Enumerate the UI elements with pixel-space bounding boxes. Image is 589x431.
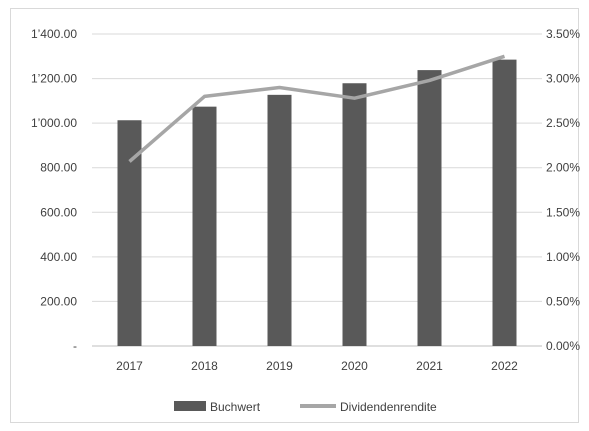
- left-tick-label: -: [73, 339, 77, 353]
- bar-buchwert-2020: [342, 83, 367, 346]
- bar-buchwert-2017: [117, 120, 142, 346]
- right-tick-label: 3.50%: [546, 27, 580, 41]
- right-tick-label: 1.50%: [546, 205, 580, 219]
- bar-buchwert-2022: [492, 59, 517, 346]
- x-axis-ticks: 2017 2018 2019 2020 2021 2022: [116, 359, 518, 373]
- x-tick-label: 2022: [491, 359, 518, 373]
- right-axis-ticks: 0.00% 0.50% 1.00% 1.50% 2.00% 2.50% 3.00% 3.50%: [546, 27, 580, 353]
- x-tick-label: 2018: [191, 359, 218, 373]
- left-tick-label: 200.00: [40, 294, 77, 308]
- right-tick-label: 2.50%: [546, 116, 580, 130]
- x-tick-label: 2019: [266, 359, 293, 373]
- bar-series-buchwert: [117, 59, 517, 347]
- left-tick-label: 600.00: [40, 205, 77, 219]
- left-axis-ticks: - 200.00 400.00 600.00 800.00 1’000.00 1’200.0…: [31, 27, 77, 353]
- left-tick-label: 1’200.00: [31, 72, 77, 86]
- x-tick-label: 2020: [341, 359, 368, 373]
- bar-buchwert-2019: [267, 94, 292, 346]
- legend-swatch-buchwert: [174, 401, 206, 411]
- right-tick-label: 0.00%: [546, 339, 580, 353]
- right-tick-label: 2.00%: [546, 161, 580, 175]
- left-tick-label: 800.00: [40, 161, 77, 175]
- x-tick-label: 2021: [416, 359, 443, 373]
- line-series-dividendenrendite: [128, 54, 506, 163]
- bar-buchwert-2018: [192, 106, 217, 346]
- legend: Buchwert Dividendenrendite: [174, 400, 437, 414]
- gridlines: [92, 33, 542, 347]
- right-tick-label: 3.00%: [546, 72, 580, 86]
- right-tick-label: 0.50%: [546, 294, 580, 308]
- legend-label-buchwert: Buchwert: [210, 400, 261, 414]
- x-tick-label: 2017: [116, 359, 143, 373]
- line-dividendenrendite: [128, 54, 506, 163]
- bar-buchwert-2021: [417, 70, 442, 347]
- chart-frame: [10, 8, 579, 423]
- left-tick-label: 400.00: [40, 250, 77, 264]
- left-tick-label: 1’000.00: [31, 116, 77, 130]
- right-tick-label: 1.00%: [546, 250, 580, 264]
- left-tick-label: 1’400.00: [31, 27, 77, 41]
- legend-label-dividendenrendite: Dividendenrendite: [340, 400, 437, 414]
